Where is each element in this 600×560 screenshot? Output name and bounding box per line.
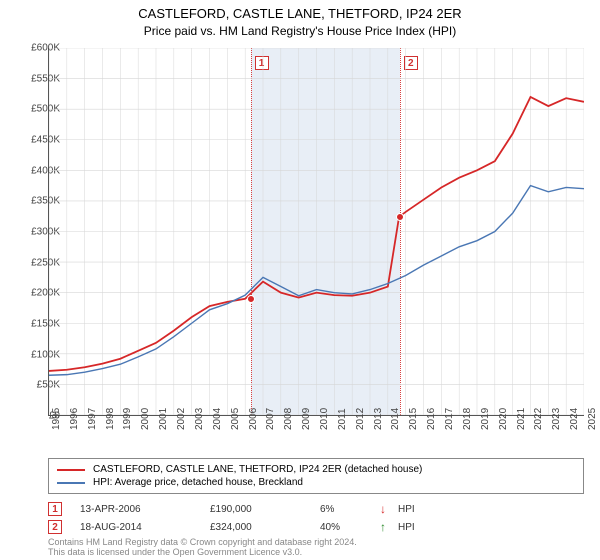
footnote-line2: This data is licensed under the Open Gov… — [48, 547, 302, 557]
event-pct: 40% — [320, 522, 380, 533]
chart-subtitle: Price paid vs. HM Land Registry's House … — [0, 24, 600, 39]
price-marker — [396, 213, 404, 221]
event-number: 1 — [48, 502, 62, 516]
event-price: £324,000 — [210, 522, 320, 533]
footnote-line1: Contains HM Land Registry data © Crown c… — [48, 537, 357, 547]
legend-label: CASTLEFORD, CASTLE LANE, THETFORD, IP24 … — [93, 464, 422, 475]
footnote: Contains HM Land Registry data © Crown c… — [48, 537, 584, 558]
legend-label: HPI: Average price, detached house, Brec… — [93, 477, 303, 488]
event-ref: HPI — [398, 504, 438, 515]
price-marker — [247, 295, 255, 303]
events-table: 1 13-APR-2006£190,0006%↓HPI 2 18-AUG-2014£3… — [48, 500, 584, 536]
chart-svg — [49, 48, 584, 415]
legend-box: CASTLEFORD, CASTLE LANE, THETFORD, IP24 … — [48, 458, 584, 494]
legend-swatch — [57, 482, 85, 484]
event-number: 2 — [48, 520, 62, 534]
event-price: £190,000 — [210, 504, 320, 515]
event-pct: 6% — [320, 504, 380, 515]
arrow-icon: ↓ — [380, 502, 398, 516]
arrow-icon: ↑ — [380, 520, 398, 534]
legend-swatch — [57, 469, 85, 471]
x-axis-tick: 2025 — [587, 408, 598, 430]
legend-item: HPI: Average price, detached house, Brec… — [57, 476, 575, 489]
event-date: 13-APR-2006 — [80, 504, 210, 515]
event-date: 18-AUG-2014 — [80, 522, 210, 533]
chart-title-block: CASTLEFORD, CASTLE LANE, THETFORD, IP24 … — [0, 0, 600, 39]
event-ref: HPI — [398, 522, 438, 533]
chart-plot-area: 12 — [48, 48, 584, 416]
chart-title: CASTLEFORD, CASTLE LANE, THETFORD, IP24 … — [0, 6, 600, 22]
event-row: 1 13-APR-2006£190,0006%↓HPI — [48, 500, 584, 518]
event-row: 2 18-AUG-2014£324,00040%↑HPI — [48, 518, 584, 536]
legend-item: CASTLEFORD, CASTLE LANE, THETFORD, IP24 … — [57, 463, 575, 476]
